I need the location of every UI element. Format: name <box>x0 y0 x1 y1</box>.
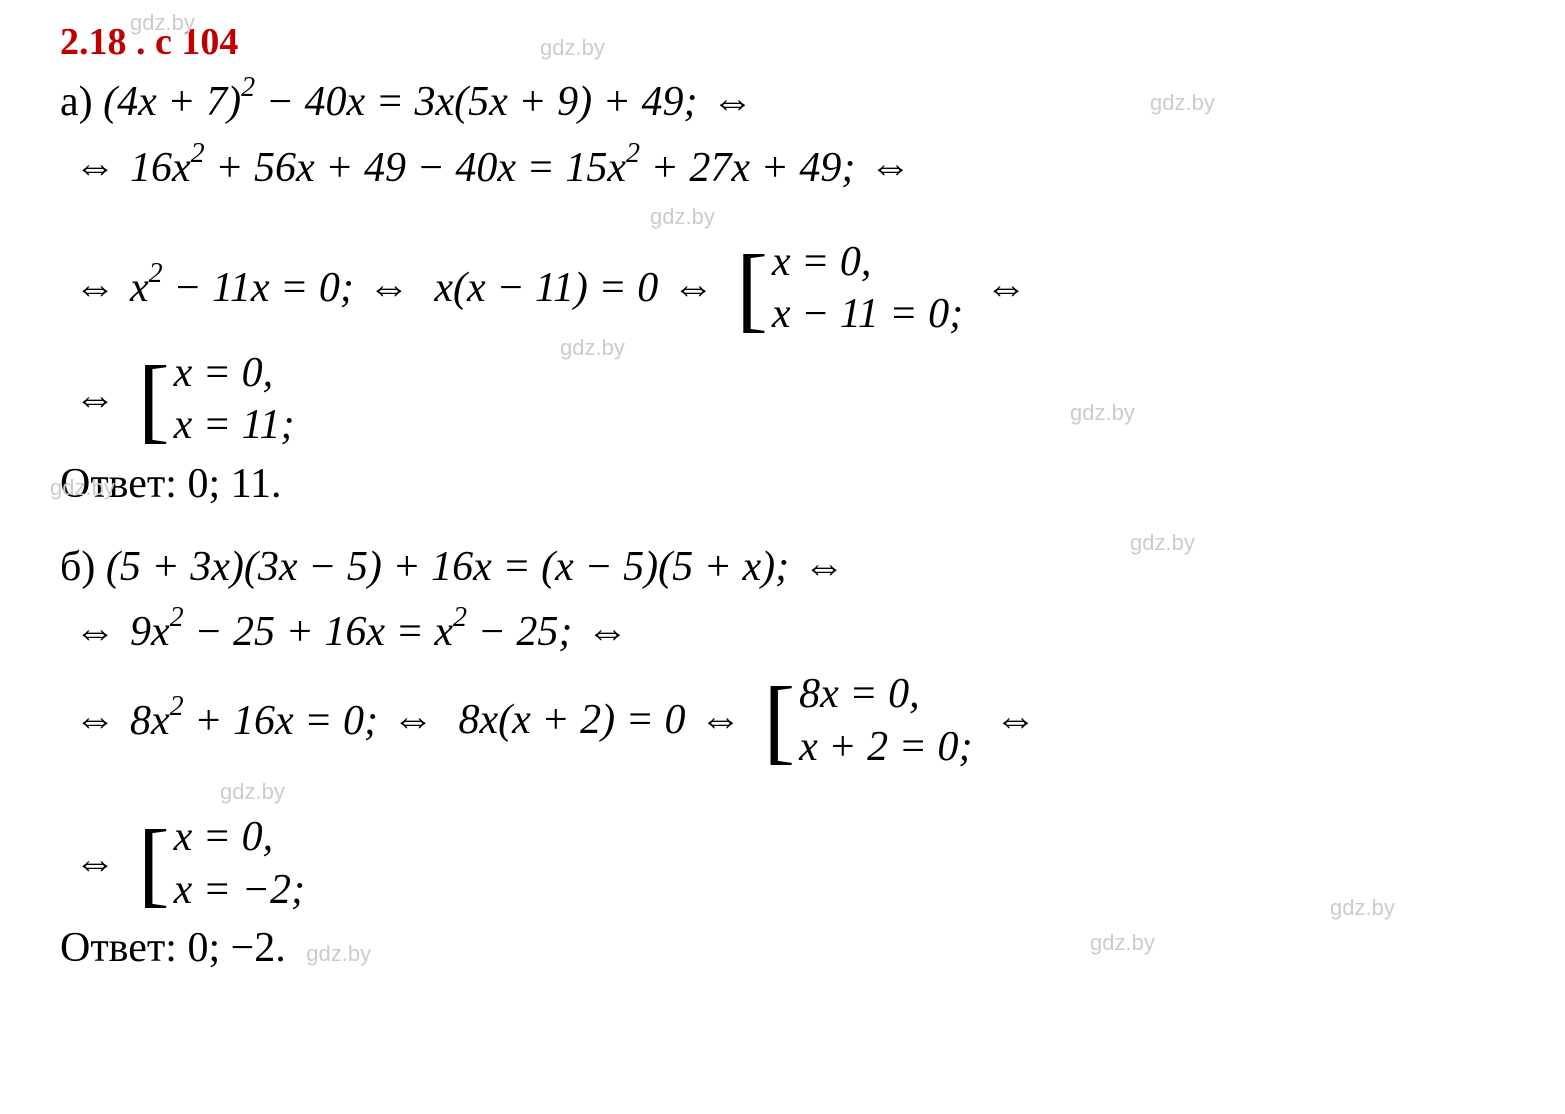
iff-icon: ⇔ <box>74 691 116 750</box>
math-line-a1: а) (4x + 7)2 − 40x = 3x(5x + 9) + 49; ⇔ <box>60 72 1505 132</box>
system-row: x = 0, <box>772 236 963 289</box>
answer-b: Ответ: 0; −2. gdz.by <box>60 924 1505 972</box>
iff-icon: ⇔ <box>74 138 116 197</box>
system-row: x + 2 = 0; <box>799 721 972 774</box>
math-line-b2: ⇔ 9x2 − 25 + 16x = x2 − 25; ⇔ <box>60 602 1505 662</box>
equation-system: [ x = 0, x − 11 = 0; <box>736 236 963 341</box>
iff-icon: ⇔ <box>803 538 845 597</box>
watermark-inline: gdz.by <box>650 204 1505 230</box>
system-row: x = 0, <box>174 347 295 400</box>
bracket-icon: [ <box>138 823 170 904</box>
system-row: x = −2; <box>174 864 305 917</box>
section-a: а) (4x + 7)2 − 40x = 3x(5x + 9) + 49; ⇔ … <box>60 72 1505 508</box>
math-line-b3: ⇔ 8x2 + 16x = 0; ⇔ 8x(x + 2) = 0 ⇔ [ 8x … <box>60 668 1505 773</box>
problem-title: 2.18 . с 104 <box>60 20 1505 64</box>
math-line-a3: ⇔ x2 − 11x = 0; ⇔ x(x − 11) = 0 ⇔ [ x = … <box>60 236 1505 341</box>
iff-icon: ⇔ <box>368 259 410 318</box>
bracket-icon: [ <box>138 359 170 440</box>
math-line-b1: б) (5 + 3x)(3x − 5) + 16x = (x − 5)(5 + … <box>60 538 1505 597</box>
equation-system: [ 8x = 0, x + 2 = 0; <box>763 668 972 773</box>
iff-icon: ⇔ <box>985 259 1027 318</box>
iff-icon: ⇔ <box>586 603 628 662</box>
iff-icon: ⇔ <box>711 73 753 132</box>
system-row: x − 11 = 0; <box>772 288 963 341</box>
iff-icon: ⇔ <box>994 691 1036 750</box>
iff-icon: ⇔ <box>392 691 434 750</box>
iff-icon: ⇔ <box>74 370 116 429</box>
system-row: x = 11; <box>174 399 295 452</box>
iff-icon: ⇔ <box>74 259 116 318</box>
iff-icon: ⇔ <box>74 834 116 893</box>
watermark-inline: gdz.by <box>220 779 1505 805</box>
math-line-a4: ⇔ [ x = 0, x = 11; <box>60 347 1505 452</box>
equation-system: [ x = 0, x = 11; <box>138 347 295 452</box>
watermark-inline: gdz.by <box>306 941 371 966</box>
system-row: x = 0, <box>174 811 305 864</box>
math-line-b4: ⇔ [ x = 0, x = −2; <box>60 811 1505 916</box>
equation-system: [ x = 0, x = −2; <box>138 811 305 916</box>
bracket-icon: [ <box>763 680 795 761</box>
iff-icon: ⇔ <box>869 138 911 197</box>
section-b: б) (5 + 3x)(3x − 5) + 16x = (x − 5)(5 + … <box>60 538 1505 973</box>
answer-a: Ответ: 0; 11. <box>60 460 1505 508</box>
bracket-icon: [ <box>736 248 768 329</box>
iff-icon: ⇔ <box>672 259 714 318</box>
math-line-a2: ⇔ 16x2 + 56x + 49 − 40x = 15x2 + 27x + 4… <box>60 138 1505 198</box>
iff-icon: ⇔ <box>74 603 116 662</box>
system-row: 8x = 0, <box>799 668 972 721</box>
iff-icon: ⇔ <box>699 691 741 750</box>
